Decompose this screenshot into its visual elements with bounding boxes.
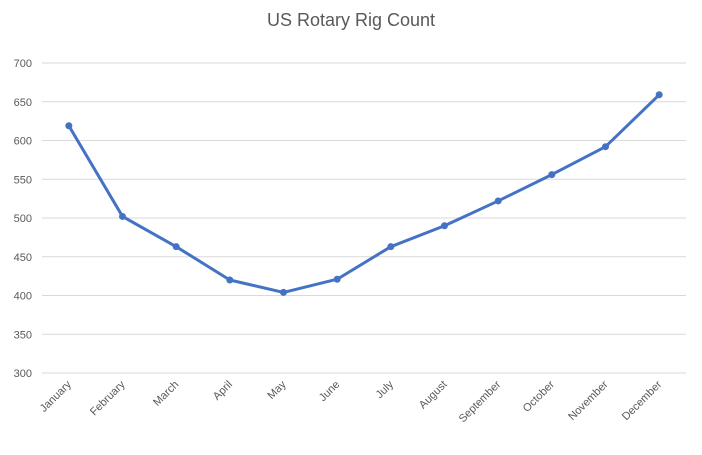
data-point [226, 276, 234, 284]
x-tick-label: December [620, 378, 665, 423]
x-tick-label: July [374, 378, 397, 401]
series-line [67, 93, 661, 294]
x-tick-label: November [566, 378, 611, 423]
chart-title: US Rotary Rig Count [266, 10, 436, 30]
y-tick-label: 700 [14, 58, 32, 70]
y-tick-label: 600 [14, 136, 32, 148]
y-tick-label: 400 [14, 291, 32, 303]
data-point [119, 212, 126, 220]
data-point [280, 288, 287, 296]
y-tick-label: 650 [14, 97, 32, 109]
data-point [387, 243, 395, 251]
x-tick-label: March [151, 379, 181, 409]
data-point [333, 275, 341, 283]
y-tick-label: 550 [14, 174, 32, 186]
y-tick-label: 450 [14, 252, 32, 264]
x-tick-label: June [317, 379, 342, 404]
data-point [65, 122, 73, 130]
x-tick-label: January [38, 378, 75, 415]
data-point [602, 143, 609, 151]
data-point [548, 171, 556, 179]
x-tick-label: October [521, 378, 557, 414]
x-tick-label: April [211, 379, 235, 403]
data-point [441, 222, 448, 230]
x-tick-label: September [457, 378, 504, 425]
x-tick-label: May [265, 378, 289, 402]
y-tick-label: 500 [14, 213, 32, 225]
data-point [172, 243, 180, 251]
y-tick-label: 300 [14, 368, 32, 380]
data-point [494, 197, 502, 205]
data-point [655, 91, 663, 99]
x-tick-label: February [88, 378, 128, 418]
x-tick-label: August [417, 379, 450, 412]
y-tick-label: 350 [14, 329, 32, 341]
